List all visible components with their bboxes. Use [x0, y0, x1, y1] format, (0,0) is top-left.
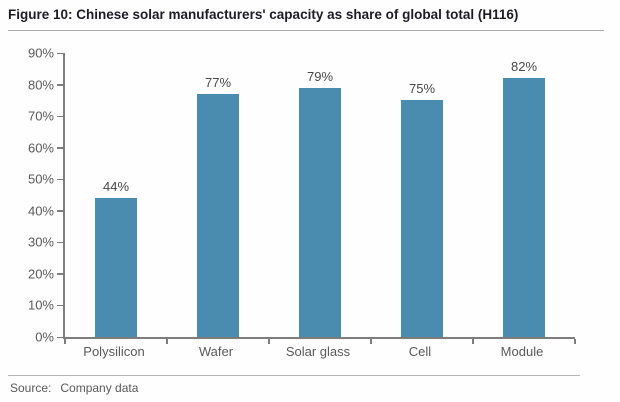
bar-cell — [401, 100, 443, 337]
x-axis-label: Polysilicon — [83, 344, 145, 359]
y-axis-label: 10% — [27, 297, 54, 313]
y-axis-tick — [57, 84, 65, 86]
title-divider — [8, 30, 604, 31]
x-axis-tick — [166, 339, 168, 344]
source-label: Source: — [10, 381, 52, 395]
x-axis-tick — [370, 339, 372, 344]
x-axis-label: Module — [500, 344, 544, 359]
y-axis: 0% 10% 20% 30% 40% 50% 60% 70% 80% 90% — [0, 47, 54, 344]
y-axis-label: 40% — [27, 203, 54, 219]
bar-slot: 79% — [269, 53, 371, 337]
y-axis-label: 20% — [27, 266, 54, 282]
y-axis-label: 90% — [27, 45, 54, 61]
x-axis-label: Solar glass — [285, 344, 351, 359]
x-axis-tick — [64, 339, 66, 344]
source-line: Source: Company data — [10, 381, 138, 395]
y-axis-tick — [57, 210, 65, 212]
bar-value-label: 77% — [204, 75, 232, 90]
bar-slot: 44% — [65, 53, 167, 337]
y-axis-tick — [57, 52, 65, 54]
y-axis-tick — [57, 304, 65, 307]
bar-value-label: 82% — [510, 59, 538, 74]
x-axis-tick — [472, 339, 474, 344]
y-axis-tick — [57, 336, 65, 338]
y-axis-label: 50% — [27, 171, 54, 187]
x-axis-label: Wafer — [198, 344, 234, 359]
y-axis-tick — [57, 115, 65, 118]
x-axis-labels: Polysilicon Wafer Solar glass Cell Module — [63, 344, 573, 359]
bar-wafer — [197, 94, 239, 337]
bar-slot: 75% — [371, 53, 473, 337]
plot-area: 44% 77% 79% 75% 82% — [57, 52, 576, 344]
y-axis-label: 30% — [27, 234, 54, 250]
bars-area: 44% 77% 79% 75% 82% — [65, 53, 575, 337]
y-axis-tick — [57, 273, 65, 275]
bar-module — [503, 78, 545, 337]
y-axis-tick — [57, 241, 65, 244]
y-axis-label: 60% — [27, 140, 54, 156]
x-axis-tick — [574, 339, 576, 344]
bar-slot: 77% — [167, 53, 269, 337]
bar-slot: 82% — [473, 53, 575, 337]
bar-value-label: 44% — [102, 179, 130, 194]
figure-title: Figure 10: Chinese solar manufacturers' … — [8, 7, 519, 22]
bar-value-label: 75% — [408, 81, 436, 96]
y-axis-label: 70% — [27, 108, 54, 124]
bar-polysilicon — [95, 198, 137, 337]
y-axis-tick — [57, 178, 65, 181]
y-axis-label: 0% — [35, 329, 54, 345]
y-axis-tick — [57, 147, 65, 149]
bar-solar-glass — [299, 88, 341, 337]
y-axis-label: 80% — [27, 77, 54, 93]
x-axis-tick — [268, 339, 270, 344]
source-value: Company data — [60, 381, 139, 395]
x-axis-label: Cell — [408, 344, 432, 359]
source-divider — [8, 375, 580, 376]
bar-value-label: 79% — [306, 69, 334, 84]
